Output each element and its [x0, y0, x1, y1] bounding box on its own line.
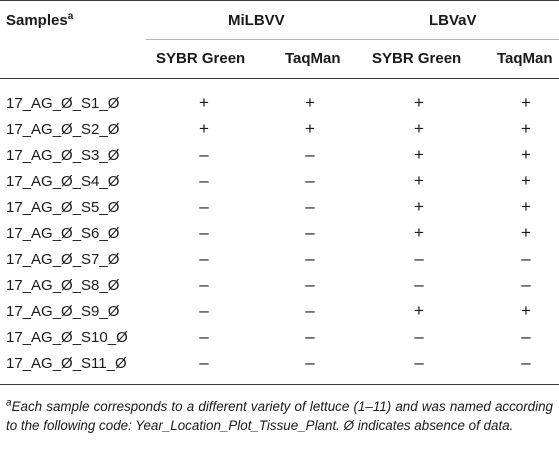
sample-id: 17_AG_Ø_S11_Ø: [6, 355, 127, 372]
sample-id: 17_AG_Ø_S1_Ø: [6, 95, 120, 112]
milbvv-sybr-result: –: [199, 197, 209, 216]
table-bottom-rule: [0, 384, 559, 385]
sample-id: 17_AG_Ø_S7_Ø: [6, 251, 120, 268]
milbvv-sybr-result: –: [199, 145, 209, 164]
lbvav-sybr-result: +: [414, 93, 424, 112]
subheader-lbvav-taqman: TaqMan: [497, 50, 553, 67]
sample-id: 17_AG_Ø_S4_Ø: [6, 173, 120, 190]
subheader-milbvv-taqman: TaqMan: [285, 50, 341, 67]
footnote-mark: a: [6, 397, 12, 409]
lbvav-taqman-result: +: [521, 171, 531, 190]
milbvv-taqman-result: –: [305, 327, 315, 346]
lbvav-taqman-result: +: [521, 93, 531, 112]
sample-id: 17_AG_Ø_S10_Ø: [6, 329, 128, 346]
milbvv-taqman-result: –: [305, 275, 315, 294]
samples-header-footnote-mark: a: [67, 11, 74, 22]
milbvv-taqman-result: –: [305, 197, 315, 216]
lbvav-taqman-result: –: [521, 275, 531, 294]
sample-id: 17_AG_Ø_S9_Ø: [6, 303, 120, 320]
milbvv-taqman-result: +: [305, 93, 315, 112]
milbvv-sybr-result: –: [199, 353, 209, 372]
samples-header-label: Samples: [6, 12, 68, 29]
milbvv-taqman-result: +: [305, 119, 315, 138]
milbvv-sybr-result: –: [199, 301, 209, 320]
lbvav-sybr-result: –: [414, 327, 424, 346]
sample-id: 17_AG_Ø_S8_Ø: [6, 277, 120, 294]
lbvav-sybr-result: +: [414, 171, 424, 190]
milbvv-sybr-result: +: [199, 119, 209, 138]
sample-id: 17_AG_Ø_S3_Ø: [6, 147, 120, 164]
sample-id: 17_AG_Ø_S6_Ø: [6, 225, 120, 242]
lbvav-sybr-result: –: [414, 249, 424, 268]
lbvav-sybr-result: +: [414, 301, 424, 320]
group-header-milbvv: MiLBVV: [228, 12, 285, 29]
milbvv-sybr-result: –: [199, 249, 209, 268]
milbvv-sybr-result: +: [199, 93, 209, 112]
lbvav-taqman-result: +: [521, 119, 531, 138]
group-divider-rule: [146, 39, 559, 40]
lbvav-sybr-result: –: [414, 353, 424, 372]
header-bottom-rule: [0, 78, 559, 79]
table-row: 17_AG_Ø_S1_Ø + + + +: [0, 91, 559, 117]
subheader-milbvv-sybr: SYBR Green: [156, 50, 246, 67]
lbvav-taqman-result: +: [521, 301, 531, 320]
table-row: 17_AG_Ø_S3_Ø – – + +: [0, 143, 559, 169]
group-header-lbvav: LBVaV: [429, 12, 477, 29]
lbvav-taqman-result: +: [521, 145, 531, 164]
lbvav-taqman-result: –: [521, 327, 531, 346]
lbvav-taqman-result: +: [521, 197, 531, 216]
sample-id: 17_AG_Ø_S5_Ø: [6, 199, 120, 216]
milbvv-taqman-result: –: [305, 223, 315, 242]
table-row: 17_AG_Ø_S8_Ø – – – –: [0, 273, 559, 299]
lbvav-taqman-result: +: [521, 223, 531, 242]
milbvv-taqman-result: –: [305, 353, 315, 372]
milbvv-sybr-result: –: [199, 223, 209, 242]
table-top-rule: [0, 0, 559, 1]
lbvav-taqman-result: –: [521, 353, 531, 372]
milbvv-sybr-result: –: [199, 327, 209, 346]
table-row: 17_AG_Ø_S10_Ø – – – –: [0, 325, 559, 351]
lbvav-sybr-result: +: [414, 197, 424, 216]
table-row: 17_AG_Ø_S9_Ø – – + +: [0, 299, 559, 325]
milbvv-sybr-result: –: [199, 275, 209, 294]
lbvav-sybr-result: +: [414, 119, 424, 138]
table-row: 17_AG_Ø_S11_Ø – – – –: [0, 351, 559, 377]
subheader-lbvav-sybr: SYBR Green: [372, 50, 462, 67]
table-row: 17_AG_Ø_S2_Ø + + + +: [0, 117, 559, 143]
lbvav-taqman-result: –: [521, 249, 531, 268]
lbvav-sybr-result: +: [414, 145, 424, 164]
milbvv-sybr-result: –: [199, 171, 209, 190]
table-row: 17_AG_Ø_S7_Ø – – – –: [0, 247, 559, 273]
lbvav-sybr-result: –: [414, 275, 424, 294]
table-row: 17_AG_Ø_S4_Ø – – + +: [0, 169, 559, 195]
lbvav-sybr-result: +: [414, 223, 424, 242]
samples-header: Samplesa: [6, 11, 74, 30]
milbvv-taqman-result: –: [305, 145, 315, 164]
milbvv-taqman-result: –: [305, 301, 315, 320]
milbvv-taqman-result: –: [305, 171, 315, 190]
milbvv-taqman-result: –: [305, 249, 315, 268]
table-row: 17_AG_Ø_S6_Ø – – + +: [0, 221, 559, 247]
footnote-text: Each sample corresponds to a different v…: [6, 399, 553, 433]
table-footnote: aEach sample corresponds to a different …: [6, 397, 553, 435]
sample-id: 17_AG_Ø_S2_Ø: [6, 121, 120, 138]
table-row: 17_AG_Ø_S5_Ø – – + +: [0, 195, 559, 221]
